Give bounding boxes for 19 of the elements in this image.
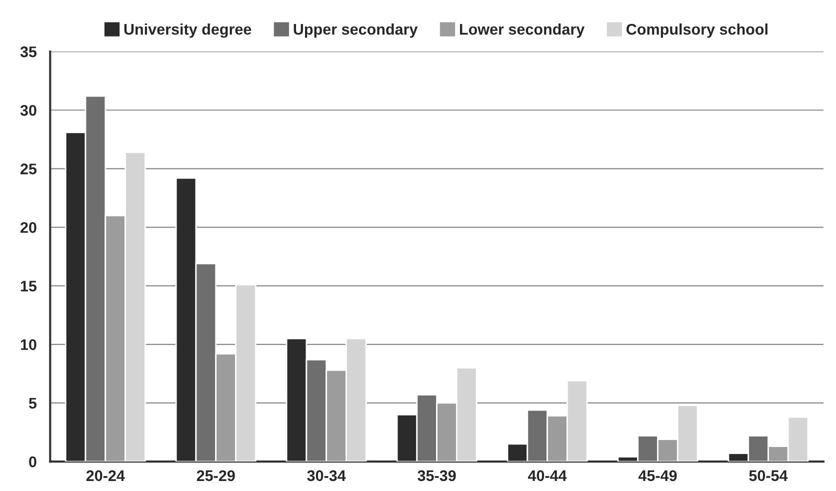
- y-tick-label: 0: [29, 456, 36, 468]
- y-tick-label: 5: [28, 398, 37, 409]
- y-tick-label: 30: [20, 104, 36, 116]
- legend-label: Upper secondary: [294, 23, 418, 38]
- x-tick-label: 20-24: [86, 470, 125, 482]
- y-tick-label: 10: [20, 339, 36, 350]
- legend-label: Compulsory school: [626, 23, 768, 38]
- y-tick-label: 25: [20, 164, 37, 174]
- x-tick-label: 30-34: [307, 470, 346, 482]
- x-tick-label: 40-44: [528, 470, 567, 482]
- x-tick-label: 25-29: [196, 470, 235, 482]
- x-tick-label: 45-49: [638, 470, 677, 482]
- legend-label: University degree: [124, 23, 252, 38]
- y-tick-label: 15: [20, 280, 37, 292]
- y-tick-label: 35: [20, 46, 37, 58]
- y-tick-label: 20: [20, 222, 36, 233]
- x-tick-label: 35-39: [418, 470, 456, 482]
- legend-label: Lower secondary: [460, 23, 585, 38]
- x-tick-label: 50-54: [749, 470, 788, 482]
